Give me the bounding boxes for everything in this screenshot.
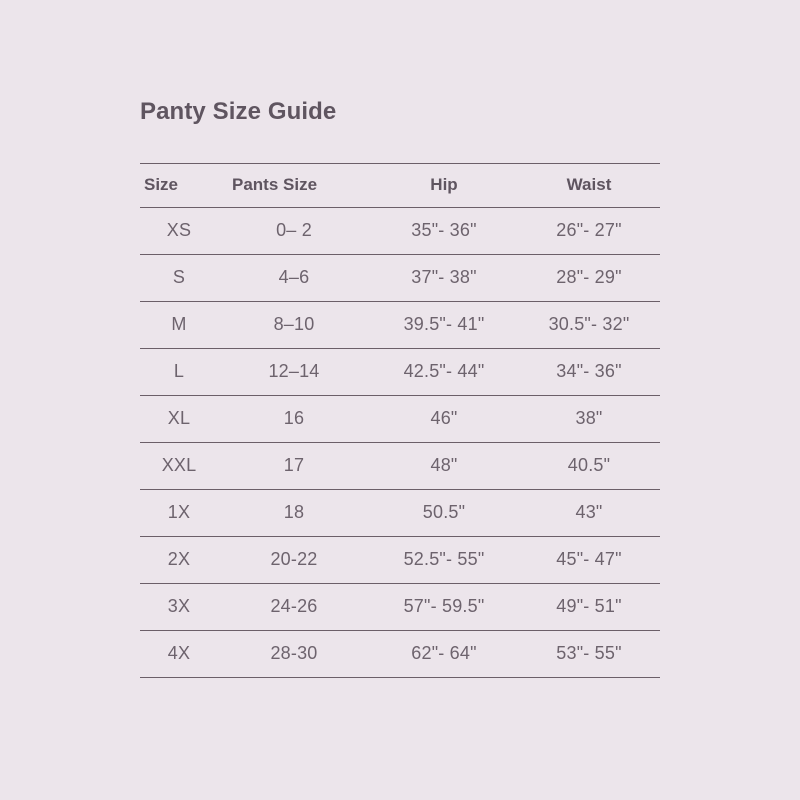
- cell-waist: 38": [518, 395, 660, 443]
- table-row: XXL 17 48" 40.5": [140, 442, 660, 490]
- cell-waist: 26"- 27": [518, 207, 660, 255]
- cell-hip: 39.5"- 41": [370, 301, 518, 349]
- cell-pants: 4–6: [218, 254, 370, 302]
- size-chart-table: Size Pants Size Hip Waist XS 0– 2 35"- 36"…: [140, 162, 660, 678]
- table-row: XL 16 46" 38": [140, 395, 660, 443]
- table-row: M 8–10 39.5"- 41" 30.5"- 32": [140, 301, 660, 349]
- page-title: Panty Size Guide: [140, 98, 337, 125]
- cell-hip: 35"- 36": [370, 207, 518, 255]
- cell-hip: 57"- 59.5": [370, 583, 518, 631]
- cell-waist: 40.5": [518, 442, 660, 490]
- cell-pants: 20-22: [218, 536, 370, 584]
- cell-waist: 34"- 36": [518, 348, 660, 396]
- cell-hip: 42.5"- 44": [370, 348, 518, 396]
- column-header-hip: Hip: [370, 162, 518, 208]
- cell-size: S: [140, 254, 218, 302]
- cell-size: 4X: [140, 630, 218, 678]
- cell-waist: 53"- 55": [518, 630, 660, 678]
- cell-pants: 28-30: [218, 630, 370, 678]
- size-guide-panel: Panty Size Guide Size Pants Size Hip Wai…: [140, 98, 660, 678]
- cell-pants: 24-26: [218, 583, 370, 631]
- cell-size: M: [140, 301, 218, 349]
- cell-size: XL: [140, 395, 218, 443]
- cell-size: 3X: [140, 583, 218, 631]
- cell-pants: 17: [218, 442, 370, 490]
- column-header-size: Size: [140, 162, 218, 208]
- cell-hip: 52.5"- 55": [370, 536, 518, 584]
- cell-pants: 12–14: [218, 348, 370, 396]
- cell-hip: 62"- 64": [370, 630, 518, 678]
- table-row: S 4–6 37"- 38" 28"- 29": [140, 254, 660, 302]
- table-body: XS 0– 2 35"- 36" 26"- 27" S 4–6 37"- 38" 28"- 2…: [140, 207, 660, 678]
- cell-waist: 49"- 51": [518, 583, 660, 631]
- cell-waist: 45"- 47": [518, 536, 660, 584]
- cell-pants: 0– 2: [218, 207, 370, 255]
- cell-size: 1X: [140, 489, 218, 537]
- cell-size: L: [140, 348, 218, 396]
- table-row: L 12–14 42.5"- 44" 34"- 36": [140, 348, 660, 396]
- cell-hip: 46": [370, 395, 518, 443]
- table-header-row: Size Pants Size Hip Waist: [140, 162, 660, 208]
- cell-pants: 18: [218, 489, 370, 537]
- table-header: Size Pants Size Hip Waist: [140, 162, 660, 208]
- table-row: 3X 24-26 57"- 59.5" 49"- 51": [140, 583, 660, 631]
- cell-hip: 37"- 38": [370, 254, 518, 302]
- table-row: 4X 28-30 62"- 64" 53"- 55": [140, 630, 660, 678]
- cell-size: 2X: [140, 536, 218, 584]
- table-row: 2X 20-22 52.5"- 55" 45"- 47": [140, 536, 660, 584]
- cell-hip: 50.5": [370, 489, 518, 537]
- cell-size: XS: [140, 207, 218, 255]
- cell-waist: 28"- 29": [518, 254, 660, 302]
- cell-waist: 30.5"- 32": [518, 301, 660, 349]
- table-row: XS 0– 2 35"- 36" 26"- 27": [140, 207, 660, 255]
- cell-pants: 16: [218, 395, 370, 443]
- column-header-pants-size: Pants Size: [218, 162, 370, 208]
- column-header-waist: Waist: [518, 162, 660, 208]
- cell-pants: 8–10: [218, 301, 370, 349]
- cell-waist: 43": [518, 489, 660, 537]
- cell-size: XXL: [140, 442, 218, 490]
- cell-hip: 48": [370, 442, 518, 490]
- table-row: 1X 18 50.5" 43": [140, 489, 660, 537]
